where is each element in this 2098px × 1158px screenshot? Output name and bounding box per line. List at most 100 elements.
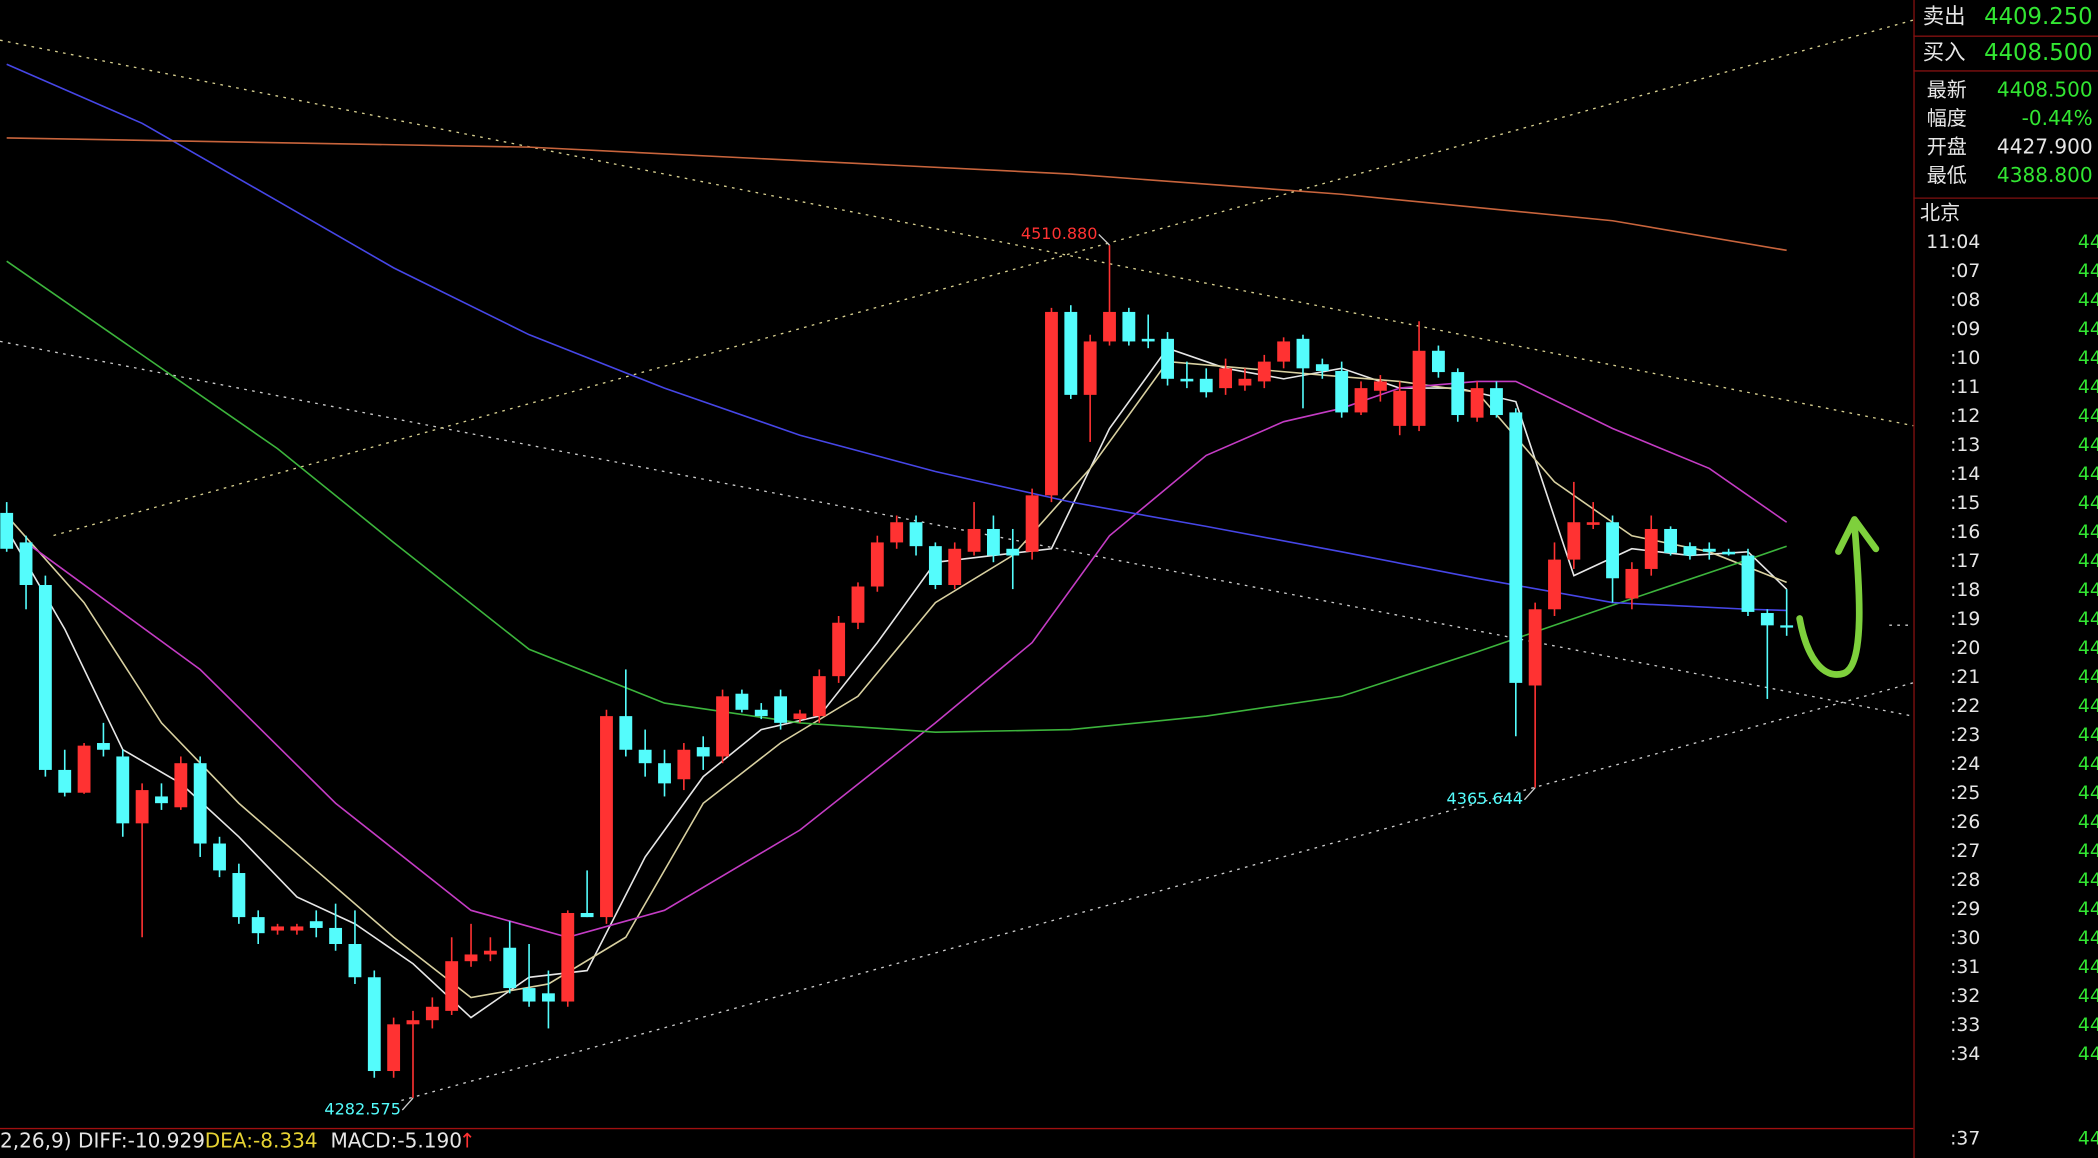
tick-time: :27	[1950, 841, 1980, 862]
tick-price: 44	[2078, 725, 2098, 746]
candle-body	[986, 528, 1000, 556]
tick-time: :21	[1950, 667, 1980, 688]
candle-body	[1528, 609, 1542, 686]
macd-bar: 2,26,9) DIFF:-10.929 DEA:-8.334 MACD:-5.19…	[0, 1128, 476, 1152]
quote-value: 4409.250	[1984, 4, 2093, 30]
candle-body	[193, 763, 207, 844]
candle-body	[483, 950, 497, 955]
candle-body	[522, 988, 536, 1002]
candle-body	[580, 912, 594, 918]
tick-price: 44	[2078, 986, 2098, 1007]
tick-time: :10	[1950, 348, 1980, 369]
tick-time: :33	[1950, 1015, 1980, 1036]
candle-body	[155, 796, 168, 804]
candle-body	[1393, 390, 1407, 426]
tick-price: 44	[2078, 261, 2098, 282]
candle-body	[1064, 311, 1078, 395]
candle-body	[1606, 522, 1619, 579]
tick-time: :18	[1950, 580, 1980, 601]
tick-price: 44	[2078, 812, 2098, 833]
candle-body	[425, 1006, 439, 1021]
candle-body	[1199, 378, 1213, 393]
tick-price: 44	[2078, 377, 2098, 398]
tick-time: :32	[1950, 986, 1980, 1007]
candle-body	[38, 585, 52, 770]
candle-body	[561, 912, 575, 1002]
candle-body	[890, 522, 904, 543]
tick-time: :26	[1950, 812, 1980, 833]
quote-label: 最低	[1927, 163, 1967, 187]
candle-body	[58, 769, 72, 793]
candle-body	[1277, 341, 1291, 362]
tick-price: 44	[2078, 319, 2098, 340]
quote-value: 4427.900	[1997, 135, 2093, 159]
candle-chart: 4510.880 4365.644 4282.575	[0, 63, 1794, 1119]
candle-body	[464, 954, 478, 962]
tick-time: :17	[1950, 551, 1980, 572]
tick-price: 44	[2078, 406, 2098, 427]
candle-body	[1219, 368, 1233, 389]
tick-time: :07	[1950, 261, 1980, 282]
macd-text: ↑	[459, 1128, 476, 1152]
extreme-pointer	[1098, 233, 1110, 246]
candle-body	[677, 749, 691, 780]
candle-body	[77, 745, 91, 793]
tick-time: :29	[1950, 899, 1980, 920]
tick-price: 44	[2078, 899, 2098, 920]
tick-price: 44	[2078, 696, 2098, 717]
tick-time: :31	[1950, 957, 1980, 978]
candle-body	[1257, 361, 1271, 382]
candle-body	[909, 522, 923, 547]
tick-price: 44	[2078, 841, 2098, 862]
candle-body	[1683, 546, 1697, 556]
macd-text: MACD:-5.190	[330, 1128, 462, 1152]
candle-body	[754, 709, 768, 717]
tick-time: 11:04	[1926, 232, 1980, 253]
tick-price: 44	[2078, 870, 2098, 891]
moving-average	[5, 347, 1788, 1019]
extreme-pointer	[401, 1097, 414, 1111]
candle-body	[1567, 522, 1581, 560]
tick-time: :13	[1950, 435, 1980, 456]
candle-body	[1122, 311, 1136, 342]
candle-body	[445, 961, 459, 1011]
tick-price: 44	[2078, 290, 2098, 311]
candle-body	[1045, 311, 1058, 496]
candle-body	[1354, 388, 1368, 413]
quote-label: 最新	[1927, 78, 1967, 102]
candle-body	[1625, 568, 1639, 599]
candle-body	[1470, 388, 1484, 418]
candle-body	[1741, 555, 1755, 612]
candle-body	[1296, 338, 1310, 369]
candle-body	[1315, 364, 1329, 371]
quote-value: 4408.500	[1984, 40, 2093, 66]
tick-time: :16	[1950, 522, 1980, 543]
candle-body	[948, 548, 962, 586]
candle-body	[696, 747, 710, 757]
candle-body	[309, 921, 323, 928]
candle-body	[1412, 350, 1426, 426]
tick-price: 44	[2078, 435, 2098, 456]
candle-body	[19, 542, 33, 586]
extreme-label: 4510.880	[1021, 224, 1098, 243]
tick-time: :11	[1950, 377, 1980, 398]
macd-text: DEA:-8.334	[205, 1128, 318, 1152]
candle-body	[600, 716, 613, 918]
tick-time: :20	[1950, 638, 1980, 659]
candle-body	[97, 743, 110, 750]
candle-body	[1103, 311, 1116, 342]
candle-body	[1490, 388, 1503, 416]
tick-price: 44	[2078, 493, 2098, 514]
tick-time: :34	[1950, 1044, 1980, 1065]
tick-price: 44	[2078, 1015, 2098, 1036]
candle-body	[928, 546, 942, 586]
candle-body	[793, 713, 807, 720]
candle-body	[387, 1024, 401, 1072]
tick-time: :15	[1950, 493, 1980, 514]
quote-value: -0.44%	[2022, 106, 2093, 130]
candle-body	[774, 696, 788, 723]
tick-time: :09	[1950, 319, 1980, 340]
candle-body	[1780, 625, 1794, 628]
